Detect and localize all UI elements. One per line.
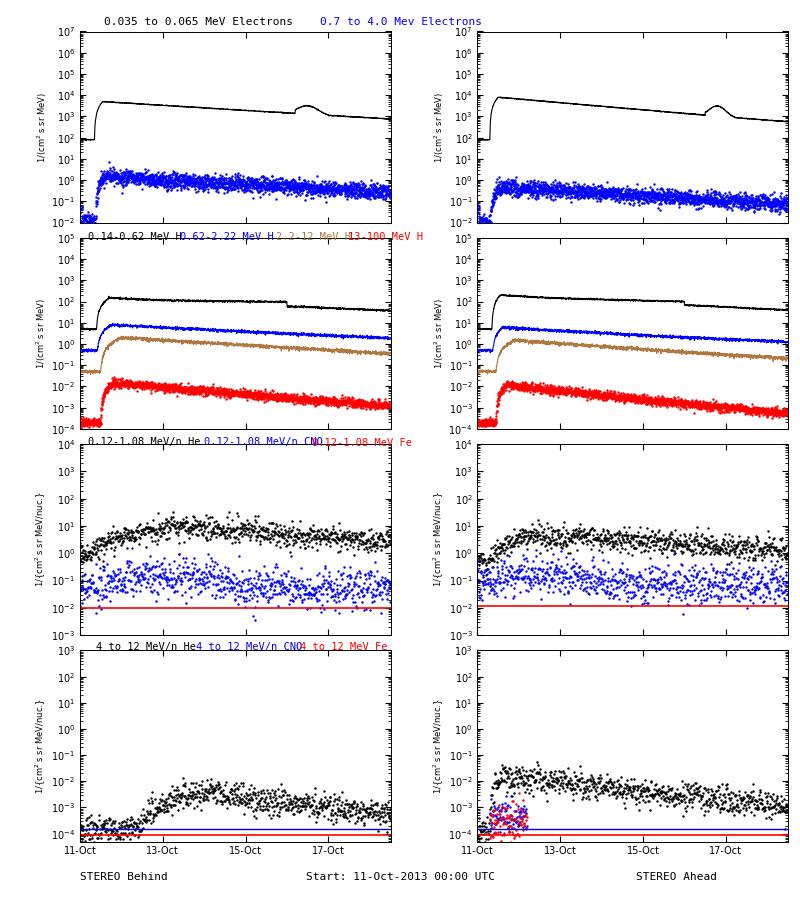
Y-axis label: 1/(cm$^2$ s sr MeV): 1/(cm$^2$ s sr MeV) [433, 92, 446, 163]
Text: 0.12-1.08 MeV Fe: 0.12-1.08 MeV Fe [312, 437, 412, 447]
Text: 4 to 12 MeV/n CNO: 4 to 12 MeV/n CNO [196, 642, 302, 652]
Text: 13-100 MeV H: 13-100 MeV H [348, 232, 423, 242]
Text: 0.12-1.08 MeV/n CNO: 0.12-1.08 MeV/n CNO [204, 437, 322, 447]
Text: 0.12-1.08 MeV/n He: 0.12-1.08 MeV/n He [88, 437, 201, 447]
Text: STEREO Behind: STEREO Behind [80, 872, 168, 882]
Text: 4 to 12 MeV Fe: 4 to 12 MeV Fe [300, 642, 387, 652]
Y-axis label: 1/{cm$^2$ s sr MeV/nuc.}: 1/{cm$^2$ s sr MeV/nuc.} [34, 492, 48, 588]
Text: 4 to 12 MeV/n He: 4 to 12 MeV/n He [96, 642, 196, 652]
Text: 0.62-2.22 MeV H: 0.62-2.22 MeV H [180, 232, 274, 242]
Y-axis label: 1/(cm$^2$ s sr MeV): 1/(cm$^2$ s sr MeV) [35, 92, 49, 163]
Text: 2.2-12 MeV H: 2.2-12 MeV H [276, 232, 351, 242]
Text: STEREO Ahead: STEREO Ahead [635, 872, 717, 882]
Y-axis label: 1/(cm$^2$ s sr MeV): 1/(cm$^2$ s sr MeV) [34, 298, 48, 369]
Text: 0.035 to 0.065 MeV Electrons: 0.035 to 0.065 MeV Electrons [104, 17, 293, 27]
Text: 0.7 to 4.0 Mev Electrons: 0.7 to 4.0 Mev Electrons [320, 17, 482, 27]
Y-axis label: 1/(cm$^2$ s sr MeV): 1/(cm$^2$ s sr MeV) [432, 298, 446, 369]
Y-axis label: 1/{cm$^2$ s sr MeV/nuc.}: 1/{cm$^2$ s sr MeV/nuc.} [432, 492, 446, 588]
Y-axis label: 1/{cm$^2$ s sr MeV/nuc.}: 1/{cm$^2$ s sr MeV/nuc.} [431, 698, 446, 794]
Text: 0.14-0.62 MeV H: 0.14-0.62 MeV H [88, 232, 182, 242]
Y-axis label: 1/{cm$^2$ s sr MeV/nuc.}: 1/{cm$^2$ s sr MeV/nuc.} [34, 698, 48, 794]
Text: Start: 11-Oct-2013 00:00 UTC: Start: 11-Oct-2013 00:00 UTC [306, 872, 494, 882]
